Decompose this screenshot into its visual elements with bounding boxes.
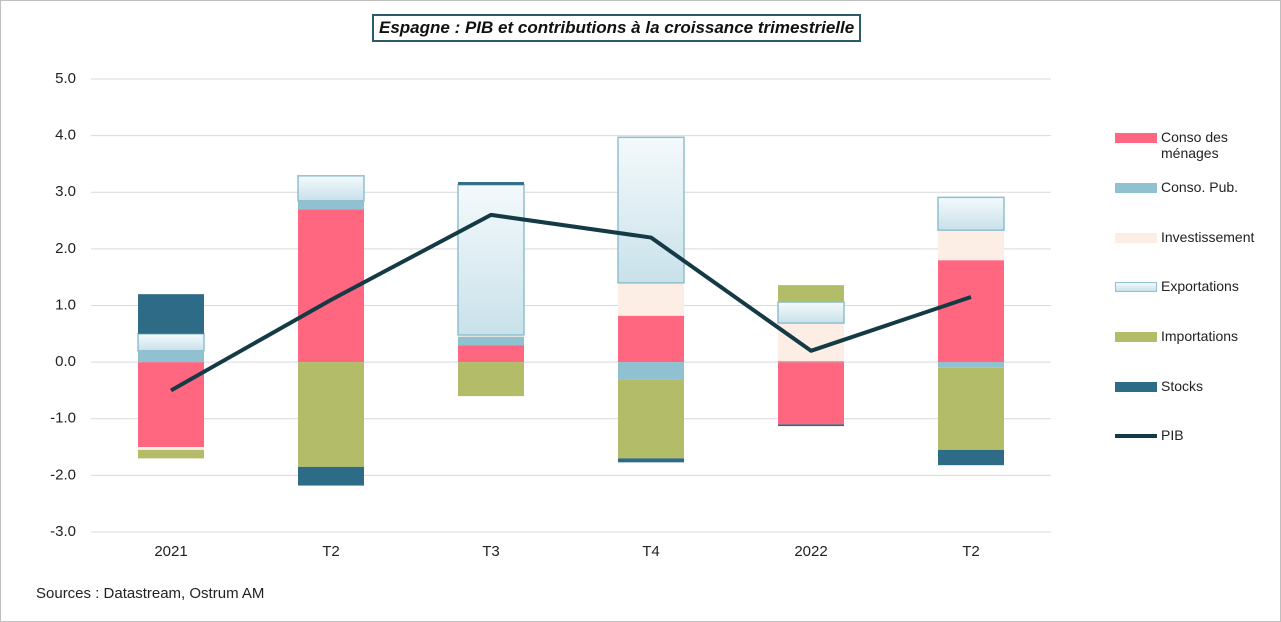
bar-segment	[298, 466, 364, 486]
bar-segment	[138, 350, 204, 363]
bar-segment	[778, 424, 844, 427]
bar-segment	[458, 334, 524, 337]
bar-segment	[938, 260, 1004, 363]
bar-segment	[778, 360, 844, 363]
y-tick-label: 4.0	[55, 127, 76, 144]
x-tick-label: T2	[322, 543, 340, 560]
bar-segment	[938, 449, 1004, 466]
y-tick-label: 0.0	[55, 353, 76, 370]
x-tick-label: T2	[962, 543, 980, 560]
legend-swatch	[1115, 282, 1157, 292]
bar-segment	[458, 362, 524, 397]
x-tick-label: T3	[482, 543, 500, 560]
legend-label: Exportations	[1161, 278, 1239, 294]
y-tick-label: 2.0	[55, 240, 76, 257]
bar-segment	[138, 362, 204, 448]
legend-item: Exportations	[1115, 278, 1271, 294]
legend-label: Conso des ménages	[1161, 129, 1228, 161]
legend-swatch	[1115, 382, 1157, 392]
source-note: Sources : Datastream, Ostrum AM	[36, 585, 265, 602]
bar-segment	[617, 136, 685, 284]
bar-segment	[937, 196, 1005, 231]
x-tick-label: T4	[642, 543, 660, 560]
bar-segment	[618, 379, 684, 459]
chart-title: Espagne : PIB et contributions à la croi…	[372, 14, 862, 42]
bar-segment	[298, 200, 364, 210]
x-tick-label: 2022	[794, 543, 827, 560]
bar-segment	[138, 447, 204, 450]
bar-segment	[778, 362, 844, 425]
bar-segment	[938, 230, 1004, 261]
legend-label: Conso. Pub.	[1161, 179, 1239, 195]
bar-segment	[298, 209, 364, 363]
legend-item: Stocks	[1115, 378, 1271, 394]
y-tick-label: 5.0	[55, 70, 76, 87]
y-tick-label: 3.0	[55, 183, 76, 200]
bar-segment	[458, 182, 524, 185]
bar-segment	[618, 362, 684, 380]
legend-label: Importations	[1161, 328, 1239, 344]
legend-swatch	[1115, 332, 1157, 342]
bar-segment	[138, 449, 204, 459]
legend-label: PIB	[1161, 427, 1184, 443]
bar-segment	[618, 458, 684, 463]
bar-segment	[777, 301, 845, 324]
legend-swatch	[1115, 133, 1157, 143]
bar-segment	[778, 285, 844, 303]
legend-item: Conso des ménages	[1115, 129, 1271, 161]
bar-segment	[457, 184, 525, 336]
legend-label: Investissement	[1161, 229, 1255, 245]
bar-segment	[298, 362, 364, 467]
bar-segment	[297, 175, 365, 202]
legend-swatch	[1115, 183, 1157, 193]
legend-swatch	[1115, 233, 1157, 243]
legend-item: Conso. Pub.	[1115, 179, 1271, 195]
bar-segment	[618, 315, 684, 363]
y-tick-label: 1.0	[55, 296, 76, 313]
legend-item: Importations	[1115, 328, 1271, 344]
line-series	[170, 212, 972, 393]
grid	[91, 78, 1051, 533]
legend-item: Investissement	[1115, 229, 1271, 245]
bar-segment	[938, 362, 1004, 368]
legend-swatch	[1115, 434, 1157, 438]
legend-item: PIB	[1115, 427, 1271, 443]
bar-segment	[138, 294, 204, 334]
y-tick-label: -3.0	[50, 523, 76, 540]
x-tick-label: 2021	[154, 543, 187, 560]
bar-segment	[458, 345, 524, 363]
bar-segment	[618, 282, 684, 316]
y-tick-label: -2.0	[50, 466, 76, 483]
bar-segment	[137, 333, 205, 352]
y-tick-label: -1.0	[50, 410, 76, 427]
bar-segment	[938, 367, 1004, 450]
bar-segment	[458, 336, 524, 346]
legend-label: Stocks	[1161, 378, 1204, 394]
